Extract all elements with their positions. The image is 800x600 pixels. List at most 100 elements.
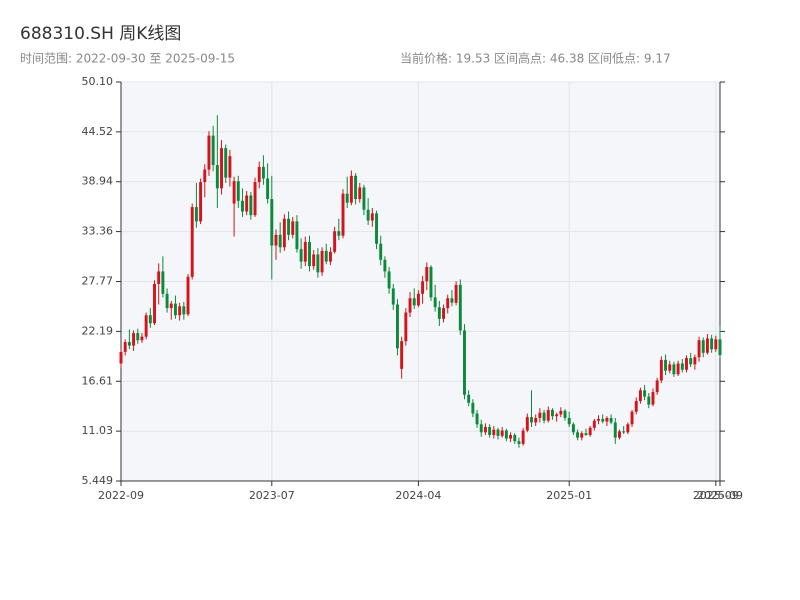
- candle-body: [132, 333, 136, 346]
- subtitle: 时间范围: 2022-09-30 至 2025-09-15: [20, 52, 235, 66]
- candle-body: [178, 306, 182, 316]
- y-tick-label: 44.52: [82, 125, 114, 138]
- candle-body: [576, 432, 580, 438]
- candle-body: [144, 315, 148, 337]
- candle-body: [697, 340, 701, 358]
- candle-body: [161, 271, 165, 294]
- candle-body: [437, 307, 441, 319]
- candle-body: [597, 418, 600, 421]
- candle-body: [278, 234, 282, 248]
- candle-body: [500, 430, 504, 436]
- candle-body: [383, 259, 387, 272]
- candle-body: [475, 413, 479, 425]
- candle-body: [157, 271, 161, 284]
- candle-body: [119, 351, 123, 364]
- candle-body: [211, 135, 215, 166]
- candle-body: [530, 417, 533, 423]
- candle-body: [295, 221, 299, 250]
- candle-body: [479, 424, 483, 433]
- candle-body: [257, 166, 261, 183]
- candle-body: [425, 266, 429, 282]
- candle-body: [588, 427, 592, 435]
- candle-body: [496, 429, 500, 436]
- y-tick-label: 38.94: [82, 175, 114, 188]
- candle-body: [299, 249, 303, 262]
- candle-body: [190, 207, 194, 277]
- candle-body: [395, 304, 399, 349]
- candle-body: [659, 359, 663, 381]
- candle-body: [241, 200, 244, 212]
- candle-body: [408, 298, 412, 313]
- y-tick-label: 27.77: [82, 275, 114, 288]
- candle-body: [324, 250, 328, 262]
- candle-body: [567, 417, 571, 425]
- candle-body: [634, 401, 638, 412]
- x-tick-label: 2023-07: [249, 489, 295, 502]
- candle-body: [224, 148, 228, 178]
- candle-body: [404, 312, 408, 342]
- candle-body: [609, 417, 613, 423]
- candle-body: [504, 430, 508, 439]
- candle-body: [525, 417, 529, 431]
- candle-body: [274, 234, 278, 246]
- candle-body: [546, 409, 550, 421]
- candle-body: [220, 148, 223, 189]
- candle-body: [601, 418, 605, 422]
- candle-body: [253, 182, 257, 216]
- candle-body: [249, 195, 253, 216]
- candle-body: [182, 306, 186, 315]
- candle-body: [236, 181, 240, 201]
- candle-body: [685, 358, 688, 370]
- candle-body: [605, 417, 609, 422]
- candle-body: [701, 340, 705, 353]
- candle-body: [366, 209, 370, 221]
- candle-body: [580, 433, 584, 438]
- candle-body: [513, 434, 517, 442]
- candle-body: [538, 412, 542, 418]
- candle-body: [328, 251, 332, 262]
- candle-body: [203, 169, 207, 183]
- candle-body: [282, 218, 286, 248]
- candle-body: [341, 193, 345, 236]
- candle-body: [592, 420, 596, 428]
- candle-body: [488, 426, 492, 435]
- candle-body: [266, 178, 270, 200]
- candle-body: [668, 364, 672, 371]
- candle-body: [446, 298, 450, 309]
- candle-body: [534, 417, 538, 423]
- candle-body: [165, 293, 169, 309]
- candle-body: [316, 254, 320, 273]
- x-tick-label: 2024-04: [395, 489, 441, 502]
- y-tick-label: 50.10: [82, 75, 114, 88]
- candle-body: [429, 266, 433, 298]
- candle-body: [387, 271, 391, 289]
- candle-body: [245, 195, 249, 212]
- candle-body: [680, 363, 684, 370]
- candle-body: [521, 430, 525, 444]
- candle-body: [651, 392, 655, 405]
- candle-body: [647, 396, 651, 405]
- candle-body: [199, 182, 203, 222]
- candle-body: [471, 402, 475, 414]
- candle-body: [676, 363, 680, 375]
- candle-body: [509, 434, 513, 439]
- candle-body: [454, 284, 458, 303]
- x-tick-label: 2025-09: [693, 489, 739, 502]
- candle-body: [517, 441, 521, 444]
- candle-body: [320, 250, 324, 273]
- candle-body: [483, 426, 487, 433]
- candle-body: [207, 135, 211, 170]
- candle-body: [362, 187, 366, 210]
- candle-body: [467, 394, 471, 403]
- y-tick-label: 16.61: [82, 374, 114, 387]
- candle-body: [194, 207, 198, 222]
- chart-title: 688310.SH 周K线图: [20, 24, 181, 44]
- candle-body: [718, 339, 722, 356]
- candle-body: [689, 358, 693, 365]
- candle-body: [312, 254, 316, 267]
- candle-body: [626, 424, 630, 433]
- candle-body: [693, 357, 697, 365]
- candle-body: [450, 298, 454, 303]
